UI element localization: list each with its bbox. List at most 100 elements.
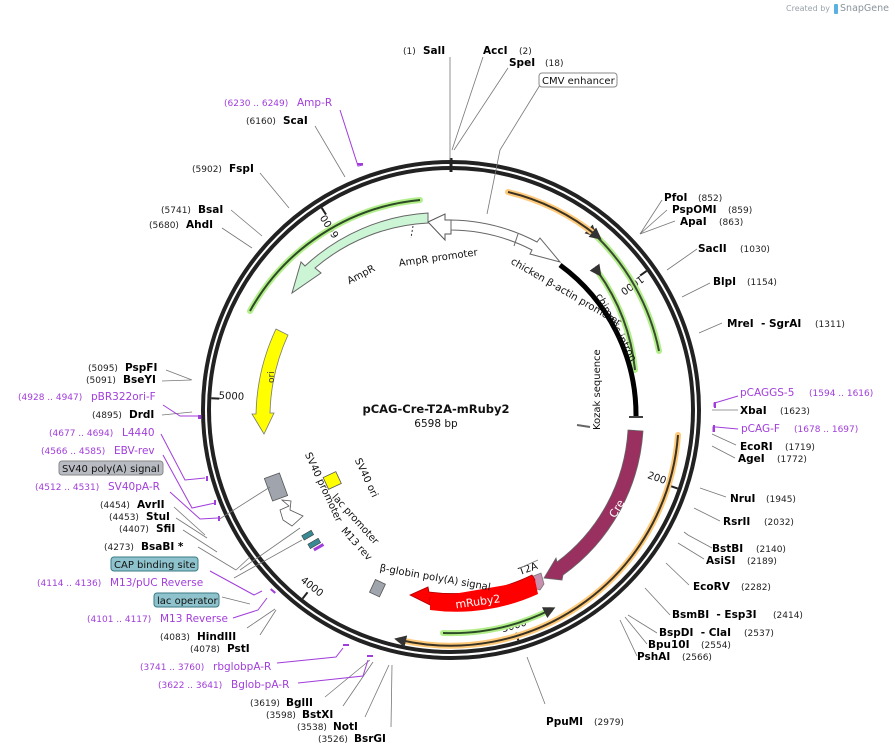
- svg-text:pCAGGS-5: pCAGGS-5: [740, 387, 794, 399]
- primer-pbr322ori-f[interactable]: (4928 .. 4947) pBR322ori-F: [18, 391, 156, 403]
- primer-m13-reverse[interactable]: (4101 .. 4117) M13 Reverse: [87, 613, 228, 625]
- svg-text:(3598): (3598): [266, 711, 296, 721]
- svg-text:(2140): (2140): [756, 545, 786, 555]
- bglobin-polya-label: β-globin poly(A) signal: [379, 563, 492, 593]
- primer-sv40pa-r[interactable]: (4512 .. 4531) SV40pA-R: [35, 481, 160, 493]
- svg-text:BseYI: BseYI: [123, 374, 156, 386]
- enzyme-stui[interactable]: (4453) StuI: [109, 511, 170, 523]
- svg-text:(2566): (2566): [682, 653, 712, 663]
- svg-text:BlpI: BlpI: [713, 276, 736, 288]
- svg-text:(1154): (1154): [747, 278, 777, 288]
- enzyme-bsmbi-esp3i[interactable]: BsmBI - Esp3I (2414): [672, 609, 803, 621]
- svg-text:(5680): (5680): [149, 221, 179, 231]
- feature-sv40-promoter[interactable]: SV40 promoter: [263, 451, 344, 527]
- primer-pcag-f[interactable]: pCAG-F (1678 .. 1697): [741, 423, 858, 435]
- svg-text:PspFI: PspFI: [125, 362, 157, 374]
- svg-text:(4895): (4895): [92, 411, 122, 421]
- enzyme-xbai[interactable]: XbaI (1623): [740, 405, 810, 417]
- primer-l4440[interactable]: (4677 .. 4694) L4440: [49, 427, 155, 439]
- enzyme-mrei-sgrai[interactable]: MreI - SgrAI (1311): [727, 318, 845, 330]
- feature-ampr-promoter[interactable]: [427, 213, 452, 242]
- enzyme-ecorv[interactable]: EcoRV (2282): [693, 581, 771, 593]
- enzyme-bglii[interactable]: (3619) BglII: [250, 697, 313, 709]
- credit-prefix: Created by: [786, 4, 831, 13]
- svg-text:AccI: AccI: [483, 45, 507, 57]
- svg-text:ScaI: ScaI: [283, 115, 308, 127]
- enzyme-scai[interactable]: (6160) ScaI: [246, 115, 308, 127]
- enzyme-bstxi[interactable]: (3598) BstXI: [266, 709, 333, 721]
- primer-amp-r[interactable]: (6230 .. 6249) Amp-R: [224, 97, 332, 109]
- enzyme-bstbi[interactable]: BstBI (2140): [712, 543, 786, 555]
- enzyme-pshai[interactable]: PshAI (2566): [637, 651, 712, 663]
- svg-text:(2189): (2189): [747, 557, 777, 567]
- plasmid-name: pCAG-Cre-T2A-mRuby2: [362, 402, 509, 416]
- enzyme-rsrii[interactable]: RsrII (2032): [723, 516, 794, 528]
- enzyme-sali[interactable]: (1) SalI: [403, 45, 445, 57]
- enzyme-acci[interactable]: AccI (2): [483, 45, 532, 57]
- svg-text:(4453): (4453): [109, 513, 139, 523]
- svg-text:AsiSI: AsiSI: [706, 555, 735, 567]
- enzyme-sfii[interactable]: (4407) SfiI: [119, 523, 175, 535]
- enzyme-noti[interactable]: (3538) NotI: [297, 721, 358, 733]
- enzyme-avrii[interactable]: (4454) AvrII: [100, 499, 165, 511]
- svg-text:M13/pUC Reverse: M13/pUC Reverse: [110, 577, 203, 589]
- svg-text:(1030): (1030): [740, 245, 770, 255]
- enzyme-nrui[interactable]: NruI (1945): [730, 493, 796, 505]
- snapgene-logo-icon: [834, 3, 839, 14]
- svg-text:(2979): (2979): [594, 718, 624, 728]
- primer-labels: (6230 .. 6249) Amp-R pCAGGS-5 (1594 .. 161…: [18, 97, 873, 691]
- feature-mruby2[interactable]: mRuby2: [409, 574, 538, 612]
- svg-text:SalI: SalI: [423, 45, 445, 57]
- svg-text:BstXI: BstXI: [302, 709, 333, 721]
- enzyme-hindiii[interactable]: (4083) HindIII: [160, 631, 236, 643]
- primer-pcaggs-5[interactable]: pCAGGS-5 (1594 .. 1616): [740, 387, 873, 399]
- label-sv40-polya-signal[interactable]: SV40 poly(A) signal: [58, 460, 164, 476]
- enzyme-pfoi[interactable]: PfoI (852): [664, 192, 722, 204]
- svg-text:SV40pA-R: SV40pA-R: [108, 481, 160, 493]
- tick-5000: 5000: [218, 391, 244, 403]
- enzyme-fspi[interactable]: (5902) FspI: [192, 163, 254, 175]
- enzyme-ecori[interactable]: EcoRI (1719): [740, 441, 815, 453]
- enzyme-ahdi[interactable]: (5680) AhdI: [149, 219, 213, 231]
- primer-m13-puc-reverse[interactable]: (4114 .. 4136) M13/pUC Reverse: [37, 577, 203, 589]
- primer-bglob-pa-r[interactable]: (3622 .. 3641) Bglob-pA-R: [158, 679, 289, 691]
- enzyme-sacii[interactable]: SacII (1030): [698, 243, 770, 255]
- enzyme-drdi[interactable]: (4895) DrdI: [92, 409, 154, 421]
- primer-rbglobpa-r[interactable]: (3741 .. 3760) rbglobpA-R: [140, 661, 271, 673]
- svg-text:AgeI: AgeI: [738, 453, 765, 465]
- enzyme-agei[interactable]: AgeI (1772): [738, 453, 807, 465]
- enzyme-apai[interactable]: ApaI (863): [680, 216, 743, 228]
- enzyme-bseyi[interactable]: (5091) BseYI: [86, 374, 156, 386]
- enzyme-labels-left: (3526) BsrGI (3538) NotI (3598) BstXI (3619…: [86, 115, 386, 745]
- enzyme-bpu10i[interactable]: Bpu10I (2554): [648, 639, 731, 651]
- enzyme-bsai[interactable]: (5741) BsaI: [161, 204, 223, 216]
- svg-text:FspI: FspI: [229, 163, 254, 175]
- svg-text:HindIII: HindIII: [197, 631, 236, 643]
- enzyme-spei[interactable]: SpeI (18): [509, 57, 563, 69]
- enzyme-asisi[interactable]: AsiSI (2189): [706, 555, 777, 567]
- sv40-promoter-label: SV40 promoter: [302, 451, 344, 525]
- feature-ori[interactable]: ori: [251, 328, 289, 435]
- label-cap-binding-site[interactable]: CAP binding site: [110, 556, 199, 572]
- enzyme-ppumi[interactable]: PpuMI (2979): [546, 716, 624, 728]
- enzyme-pspomi[interactable]: PspOMI (859): [672, 204, 752, 216]
- enzyme-pspfi[interactable]: (5095) PspFI: [88, 362, 157, 374]
- feature-lac-promoter[interactable]: lac promoter M13 rev: [301, 492, 381, 563]
- enzyme-psti[interactable]: (4078) PstI: [190, 643, 250, 655]
- svg-text:PfoI: PfoI: [664, 192, 687, 204]
- svg-text:(4078): (4078): [190, 645, 220, 655]
- primer-ebv-rev[interactable]: (4566 .. 4585) EBV-rev: [41, 445, 155, 457]
- svg-text:(1311): (1311): [815, 320, 845, 330]
- enzyme-bspdi-clai[interactable]: BspDI - ClaI (2537): [659, 627, 774, 639]
- label-lac-operator[interactable]: lac operator: [153, 592, 220, 608]
- credit-brand: SnapGene: [840, 3, 889, 14]
- svg-text:EcoRV: EcoRV: [693, 581, 731, 593]
- feature-kozak[interactable]: Kozak sequence: [576, 349, 603, 430]
- svg-text:(2537): (2537): [744, 629, 774, 639]
- primer-marks: [198, 163, 716, 657]
- enzyme-bsrgi[interactable]: (3526) BsrGI: [318, 733, 386, 745]
- label-cmv-enhancer[interactable]: CMV enhancer: [538, 72, 618, 88]
- enzyme-blpi[interactable]: BlpI (1154): [713, 276, 777, 288]
- svg-text:(1678 .. 1697): (1678 .. 1697): [794, 425, 858, 435]
- enzyme-bsabi[interactable]: (4273) BsaBI *: [104, 541, 184, 553]
